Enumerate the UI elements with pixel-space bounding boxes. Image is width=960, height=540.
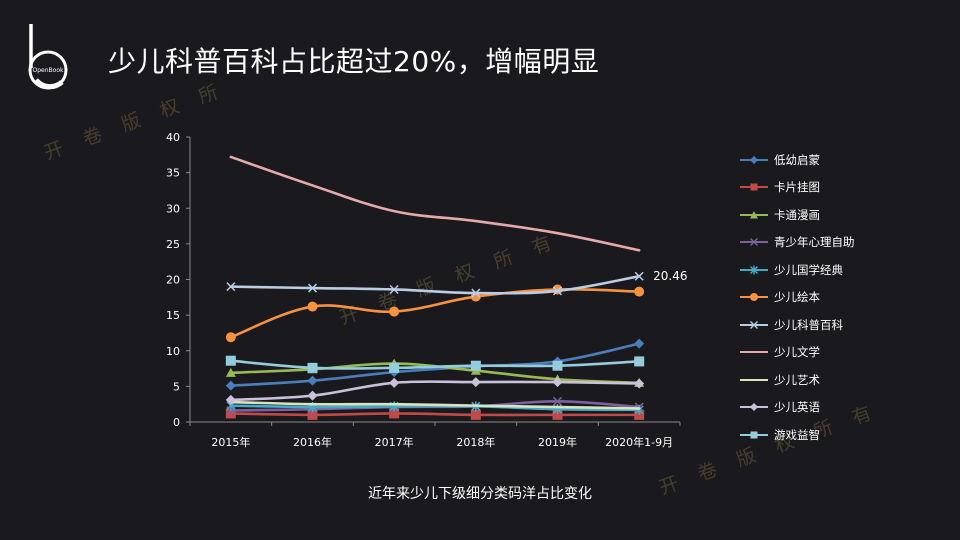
legend-item: 少儿国学经典 <box>740 256 855 284</box>
x-tick-label: 2016年 <box>293 435 332 449</box>
logo-text: OpenBook <box>33 67 64 74</box>
series-0-line <box>229 342 641 387</box>
legend-swatch <box>740 403 768 412</box>
legend-item: 低幼启蒙 <box>740 146 855 174</box>
legend-swatch <box>740 378 768 381</box>
legend-item: 青少年心理自助 <box>740 229 855 257</box>
x-tick-label: 2018年 <box>456 435 495 449</box>
x-tick-label: 2020年1-9月 <box>605 435 673 449</box>
chart-legend: 低幼启蒙卡片挂图卡通漫画青少年心理自助 少儿国学经典 少儿绘本少儿科普百科 少儿文学少… <box>740 146 855 449</box>
x-tick-label: 2015年 <box>211 435 250 449</box>
x-tick-label: 2017年 <box>375 435 414 449</box>
y-tick-label: 0 <box>173 416 180 429</box>
legend-item: 少儿英语 <box>740 394 855 422</box>
series-10-point-2 <box>389 362 400 373</box>
series-1-point-4 <box>552 409 563 420</box>
slide-title: 少儿科普百科占比超过20%，增幅明显 <box>108 45 600 78</box>
series-6-point-4 <box>552 286 563 296</box>
series-6-point-5 <box>634 271 644 281</box>
legend-item: 少儿绘本 <box>740 284 855 312</box>
legend-label: 少儿文学 <box>774 345 820 360</box>
series-3-point-4 <box>552 396 563 406</box>
legend-swatch <box>740 183 768 191</box>
series-1-point-2 <box>389 408 400 419</box>
legend-label: 低幼启蒙 <box>774 152 820 167</box>
series-10-line <box>229 359 641 370</box>
legend-item: 卡片挂图 <box>740 174 855 202</box>
series-10-point-1 <box>307 362 318 373</box>
legend-label: 少儿国学经典 <box>774 262 843 277</box>
y-tick-label: 5 <box>173 380 180 393</box>
series-10-point-4 <box>552 360 563 371</box>
y-tick-label: 30 <box>166 202 180 215</box>
y-tick-label: 35 <box>166 167 180 180</box>
series-6-point-0 <box>226 282 236 292</box>
legend-swatch <box>740 320 768 329</box>
series-10-point-3 <box>470 360 481 371</box>
y-tick-label: 25 <box>166 238 180 251</box>
legend-item: 少儿文学 <box>740 339 855 367</box>
series-6-line <box>229 274 641 295</box>
series-8-line <box>229 400 641 410</box>
legend-label: 少儿绘本 <box>774 290 820 305</box>
legend-item: 少儿艺术 <box>740 366 855 394</box>
legend-label: 少儿艺术 <box>774 372 820 387</box>
legend-swatch <box>740 155 768 164</box>
legend-item: 游戏益智 <box>740 421 855 449</box>
series-1-point-3 <box>470 409 481 420</box>
series-9-point-4 <box>552 377 563 388</box>
series-2-point-0 <box>225 367 236 377</box>
legend-label: 游戏益智 <box>774 427 820 442</box>
series-10-point-0 <box>225 355 236 366</box>
series-0-point-1 <box>307 375 318 386</box>
series-1-line <box>229 412 641 417</box>
y-tick-label: 15 <box>166 309 180 322</box>
series-0-point-5 <box>634 338 645 349</box>
legend-swatch <box>740 293 768 302</box>
y-tick-label: 40 <box>166 131 180 144</box>
series-0-point-0 <box>225 380 236 391</box>
series-7-line <box>229 155 641 252</box>
series-5-point-2 <box>389 306 400 317</box>
legend-item: 卡通漫画 <box>740 201 855 229</box>
legend-label: 卡片挂图 <box>774 180 820 195</box>
series-9-line <box>229 380 641 402</box>
openbook-logo: OpenBook <box>22 22 74 92</box>
data-label: 20.46 <box>653 269 687 283</box>
chart-caption: 近年来少儿下级细分类码洋占比变化 <box>368 486 592 502</box>
legend-label: 青少年心理自助 <box>774 235 855 250</box>
legend-label: 卡通漫画 <box>774 207 820 222</box>
series-5-line <box>229 288 641 339</box>
legend-swatch <box>740 238 768 247</box>
legend-label: 少儿英语 <box>774 400 820 415</box>
x-tick-label: 2019年 <box>538 435 577 449</box>
legend-swatch <box>740 265 768 275</box>
series-9-point-1 <box>307 390 318 401</box>
series-9-point-3 <box>470 377 481 388</box>
legend-label: 少儿科普百科 <box>774 317 843 332</box>
series-6-point-2 <box>389 284 399 295</box>
series-9-point-0 <box>225 394 236 405</box>
series-1-point-1 <box>307 409 318 420</box>
legend-swatch <box>740 210 768 219</box>
series-9-point-5 <box>634 378 645 389</box>
series-10-point-5 <box>634 356 645 367</box>
legend-swatch <box>740 351 768 354</box>
series-5-point-0 <box>225 332 236 343</box>
legend-swatch <box>740 431 768 439</box>
series-1-point-0 <box>225 408 236 419</box>
series-5-point-5 <box>634 286 645 297</box>
series-9-point-2 <box>389 377 400 388</box>
legend-item: 少儿科普百科 <box>740 311 855 339</box>
series-5-point-1 <box>307 301 318 312</box>
y-tick-label: 20 <box>166 274 180 287</box>
series-6-point-1 <box>307 283 318 293</box>
y-tick-label: 10 <box>166 345 180 358</box>
series-6-point-3 <box>471 288 481 298</box>
